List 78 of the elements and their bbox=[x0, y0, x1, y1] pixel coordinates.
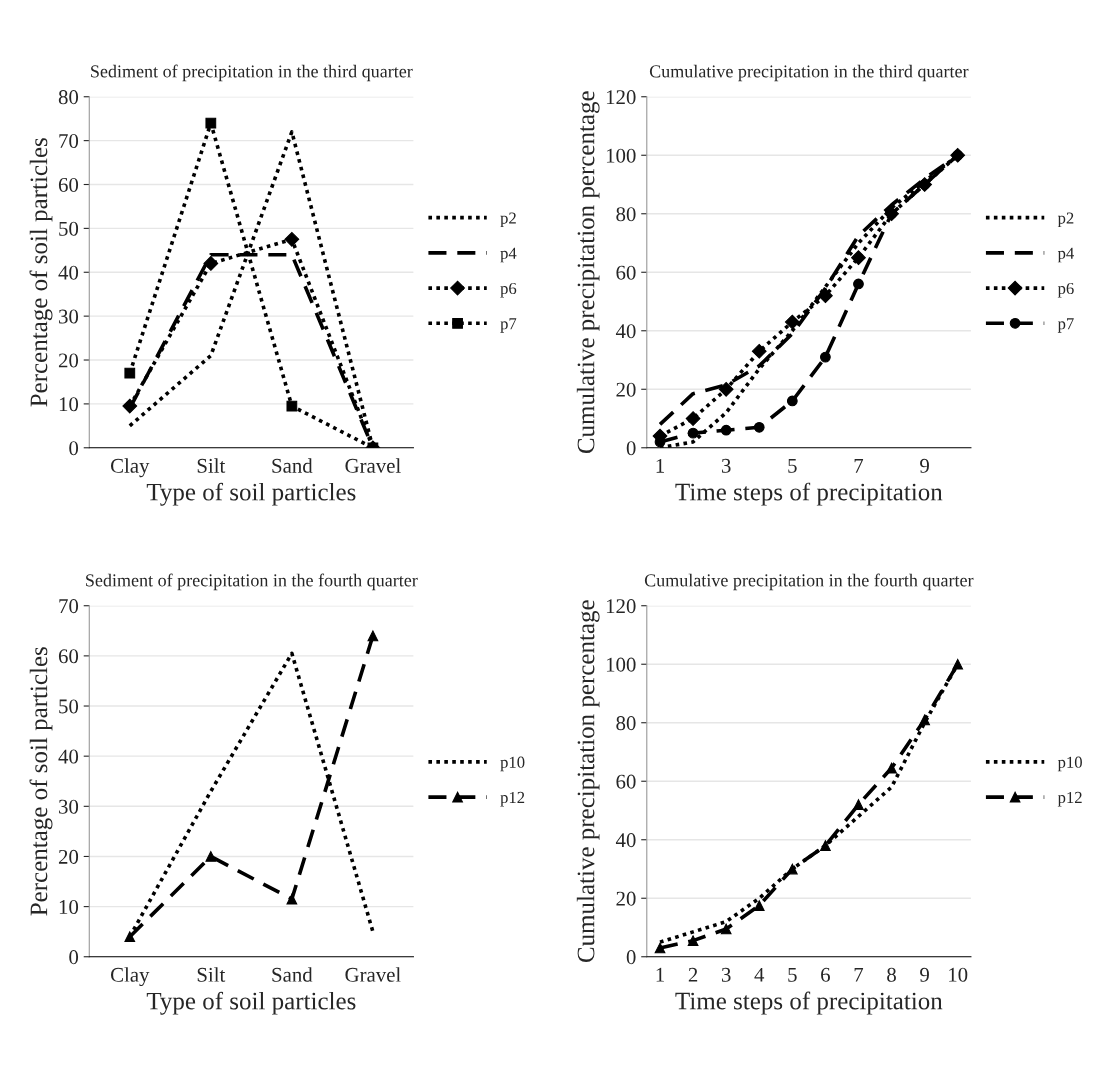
y-tick-label: 120 bbox=[606, 90, 636, 105]
x-tick-label: 4 bbox=[754, 967, 765, 982]
x-tick-label: Silt bbox=[197, 967, 226, 982]
y-tick-label: 40 bbox=[58, 265, 79, 280]
y-tick-label: 60 bbox=[616, 265, 636, 280]
y-tick-label: 0 bbox=[626, 950, 636, 965]
y-tick-label: 30 bbox=[59, 799, 79, 814]
y-tick-label: 10 bbox=[59, 899, 79, 915]
legend-label: p4 bbox=[1057, 247, 1074, 263]
y-axis-title: Percentage of soil particles bbox=[29, 647, 53, 916]
x-tick-label: 2 bbox=[688, 967, 698, 982]
x-tick-label: Clay bbox=[110, 458, 150, 478]
x-tick-label: 6 bbox=[821, 967, 830, 982]
y-tick-label: 100 bbox=[606, 657, 636, 672]
y-tick-label: 60 bbox=[616, 774, 636, 789]
x-tick-label: Gravel bbox=[345, 967, 401, 982]
legend-label: p7 bbox=[500, 318, 517, 333]
x-tick-label: Sand bbox=[272, 458, 313, 473]
y-tick-label: 80 bbox=[616, 716, 636, 731]
legend-label: p10 bbox=[1057, 756, 1082, 772]
legend-label: p6 bbox=[1057, 282, 1074, 298]
y-tick-label: 80 bbox=[58, 90, 79, 105]
y-tick-label: 70 bbox=[59, 599, 79, 614]
legend-label: p12 bbox=[1057, 791, 1082, 807]
x-tick-label: Clay bbox=[110, 967, 150, 987]
x-axis-title: Type of soil particles bbox=[146, 991, 356, 1015]
y-tick-label: 100 bbox=[606, 148, 636, 163]
x-tick-label: 5 bbox=[788, 967, 797, 982]
x-tick-label: Gravel bbox=[345, 458, 401, 473]
x-tick-label: 10 bbox=[949, 967, 968, 982]
x-tick-label: 7 bbox=[854, 459, 864, 473]
y-tick-label: 60 bbox=[58, 177, 79, 192]
y-tick-label: 0 bbox=[626, 441, 636, 456]
x-tick-label: 8 bbox=[887, 967, 896, 982]
y-tick-label: 120 bbox=[606, 599, 636, 614]
chart-title: Cumulative precipitation in the third quarter bbox=[649, 64, 969, 82]
y-tick-label: 20 bbox=[616, 891, 636, 906]
y-axis-title: Percentage of soil particles bbox=[29, 138, 53, 407]
y-tick-label: 80 bbox=[616, 207, 636, 222]
x-tick-label: 9 bbox=[920, 967, 929, 982]
legend-label: p7 bbox=[1057, 318, 1074, 333]
y-tick-label: 10 bbox=[59, 397, 79, 412]
legend-label: p2 bbox=[1057, 212, 1074, 228]
x-tick-label: 3 bbox=[721, 458, 731, 473]
legend-label: p6 bbox=[500, 282, 517, 298]
legend-label: p4 bbox=[500, 247, 517, 263]
x-tick-label: Sand bbox=[272, 967, 313, 982]
y-tick-label: 60 bbox=[58, 649, 79, 664]
chart-title: Sediment of precipitation in the third quarter bbox=[91, 64, 413, 82]
y-tick-label: 30 bbox=[59, 309, 79, 324]
y-tick-label: 0 bbox=[69, 950, 79, 965]
x-tick-label: 9 bbox=[920, 458, 929, 473]
chart-title: Sediment of precipitation in the fourth quarter bbox=[86, 573, 418, 591]
y-axis-title: Cumulative precipitation percentage bbox=[576, 91, 600, 454]
y-tick-label: 0 bbox=[69, 441, 79, 456]
y-tick-label: 40 bbox=[615, 833, 636, 848]
x-tick-label: 5 bbox=[788, 459, 797, 473]
y-tick-label: 50 bbox=[59, 221, 79, 236]
x-axis-title: Time steps of precipitation bbox=[675, 482, 943, 506]
x-tick-label: Silt bbox=[197, 458, 226, 473]
legend-label: p12 bbox=[500, 791, 525, 807]
y-tick-label: 70 bbox=[59, 134, 79, 149]
x-tick-label: 1 bbox=[656, 967, 664, 982]
chart-title: Cumulative precipitation in the fourth quarter bbox=[644, 573, 974, 591]
x-tick-label: 3 bbox=[721, 967, 731, 982]
y-tick-label: 20 bbox=[58, 353, 79, 368]
y-tick-label: 40 bbox=[58, 749, 79, 764]
y-axis-title: Cumulative precipitation percentage bbox=[576, 600, 600, 963]
x-tick-label: 7 bbox=[854, 967, 864, 982]
y-tick-label: 50 bbox=[59, 699, 79, 714]
x-tick-label: 1 bbox=[656, 458, 664, 473]
x-axis-title: Time steps of precipitation bbox=[675, 991, 943, 1015]
x-axis-title: Type of soil particles bbox=[146, 482, 356, 506]
y-tick-label: 20 bbox=[616, 382, 636, 397]
legend-label: p2 bbox=[500, 212, 516, 228]
y-tick-label: 20 bbox=[58, 849, 79, 864]
y-tick-label: 40 bbox=[615, 324, 636, 339]
legend-label: p10 bbox=[500, 756, 525, 772]
